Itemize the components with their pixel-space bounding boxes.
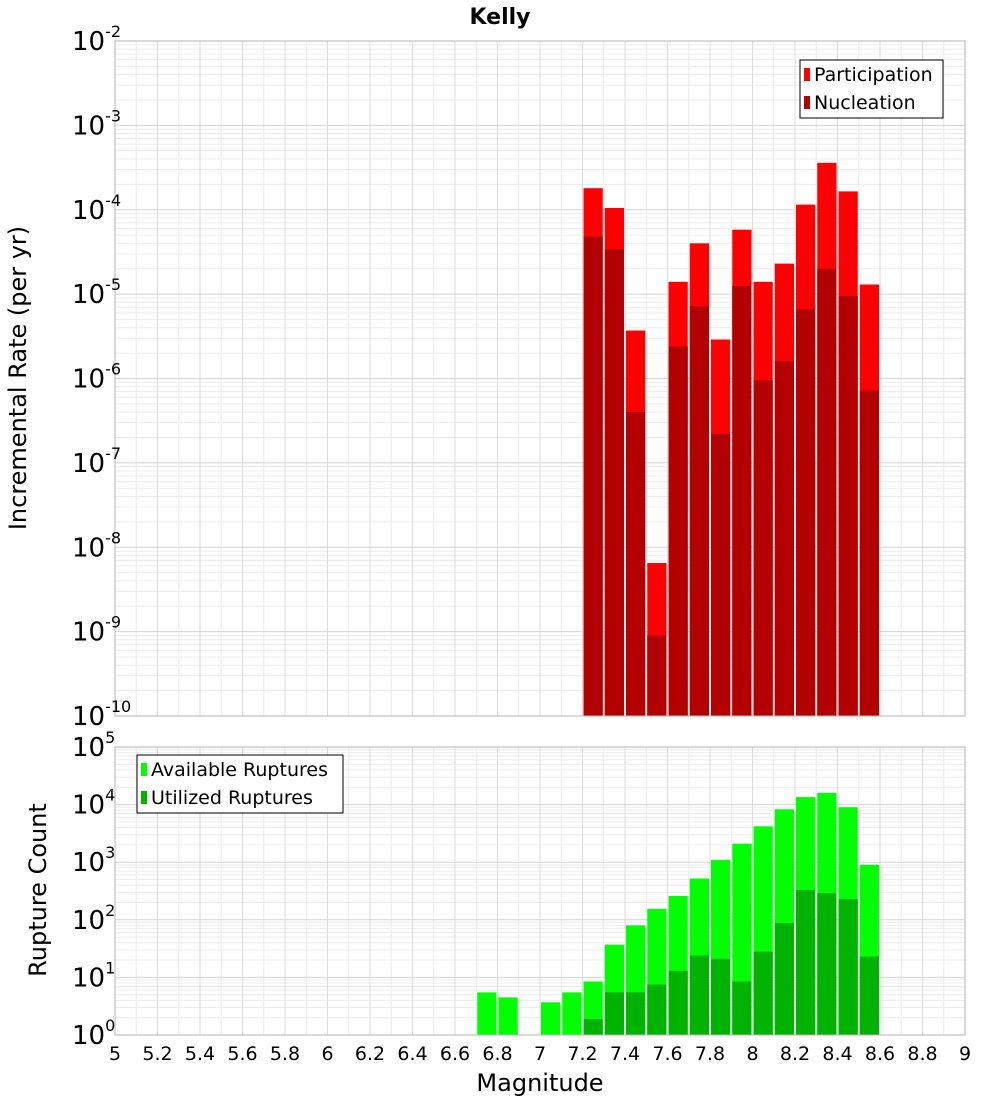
top-legend-box [799,59,944,119]
x-tick-label: 6 [321,1043,333,1065]
x-tick-label: 8.2 [780,1043,810,1065]
top-legend-swatch [804,68,810,81]
top-y-tick-label: 10-6 [72,360,121,395]
top-y-tick-label: 10-4 [72,191,121,226]
bottom-bar-available-ruptures [477,992,497,1035]
bottom-bar-utilized-ruptures [689,955,709,1035]
bottom-legend-label: Available Ruptures [151,759,328,781]
bottom-y-tick-label: 100 [72,1016,115,1051]
bottom-y-tick-label: 104 [72,786,115,821]
x-tick-label: 7.8 [695,1043,725,1065]
x-tick-label: 7 [534,1043,546,1065]
bottom-y-tick-label: 103 [72,843,115,878]
x-tick-label: 7.2 [567,1043,597,1065]
bottom-bar-utilized-ruptures [859,956,879,1035]
x-tick-label: 5 [109,1043,121,1065]
bottom-bar-utilized-ruptures [817,893,837,1035]
x-axis-label: Magnitude [476,1069,603,1097]
x-tick-label: 9 [959,1043,971,1065]
x-tick-label: 8.4 [822,1043,852,1065]
top-bar-nucleation [838,296,858,716]
x-tick-label: 6.2 [355,1043,385,1065]
bottom-legend-swatch [141,763,147,776]
bottom-bar-utilized-ruptures [711,958,731,1035]
top-bar-nucleation [774,361,794,716]
bottom-bar-available-ruptures [562,992,582,1035]
bottom-bar-utilized-ruptures [668,970,688,1035]
top-legend-swatch [804,96,810,109]
bottom-y-tick-label: 105 [72,728,115,763]
top-y-tick-label: 10-9 [72,613,121,648]
bottom-legend-swatch [141,791,147,804]
x-tick-label: 5.8 [270,1043,300,1065]
x-tick-label: 8.6 [865,1043,895,1065]
bottom-y-axis-label: Rupture Count [24,803,52,977]
top-y-tick-label: 10-2 [72,22,121,57]
bottom-bar-utilized-ruptures [732,981,752,1035]
top-bar-nucleation [668,346,688,716]
bottom-bar-available-ruptures [541,1002,561,1035]
x-tick-label: 6.6 [440,1043,470,1065]
bottom-y-tick-label: 101 [72,958,115,993]
top-bar-nucleation [689,306,709,716]
bottom-bar-utilized-ruptures [647,984,667,1035]
x-tick-label: 5.6 [227,1043,257,1065]
top-bar-nucleation [796,309,816,716]
top-y-axis-label: Incremental Rate (per yr) [4,226,32,530]
x-tick-label: 6.4 [397,1043,427,1065]
top-y-tick-label: 10-5 [72,275,121,310]
top-bar-nucleation [817,268,837,716]
bottom-plot-border [114,746,966,1036]
top-plot-border [114,40,966,717]
x-tick-label: 7.6 [652,1043,682,1065]
top-y-tick-label: 10-10 [72,697,131,732]
top-bar-nucleation [604,249,624,716]
bottom-y-tick-label: 102 [72,901,115,936]
bottom-bar-utilized-ruptures [796,889,816,1035]
x-tick-label: 6.8 [482,1043,512,1065]
bottom-bar-available-ruptures [498,997,518,1035]
x-tick-label: 7.4 [610,1043,640,1065]
top-bar-nucleation [583,236,603,716]
top-y-tick-label: 10-3 [72,106,121,141]
top-legend-label: Participation [814,64,933,86]
bottom-bar-utilized-ruptures [626,992,646,1035]
x-tick-label: 8 [746,1043,758,1065]
bottom-bar-utilized-ruptures [604,992,624,1035]
bottom-bar-utilized-ruptures [583,1018,603,1035]
bottom-legend-label: Utilized Ruptures [151,787,313,809]
top-bar-nucleation [753,380,773,716]
bottom-bar-utilized-ruptures [753,951,773,1035]
top-y-tick-label: 10-7 [72,444,121,479]
top-bar-nucleation [859,390,879,716]
top-bar-nucleation [626,412,646,716]
x-tick-label: 5.4 [185,1043,215,1065]
top-bar-nucleation [647,635,667,716]
bottom-bar-utilized-ruptures [838,898,858,1035]
x-tick-label: 5.2 [142,1043,172,1065]
x-tick-label: 8.8 [907,1043,937,1065]
bottom-legend-box [136,754,344,814]
top-bar-nucleation [711,433,731,716]
chart-title: Kelly [469,5,530,30]
top-legend-label: Nucleation [814,92,916,114]
bottom-bar-utilized-ruptures [774,922,794,1035]
top-y-tick-label: 10-8 [72,528,121,563]
top-bar-nucleation [732,285,752,716]
